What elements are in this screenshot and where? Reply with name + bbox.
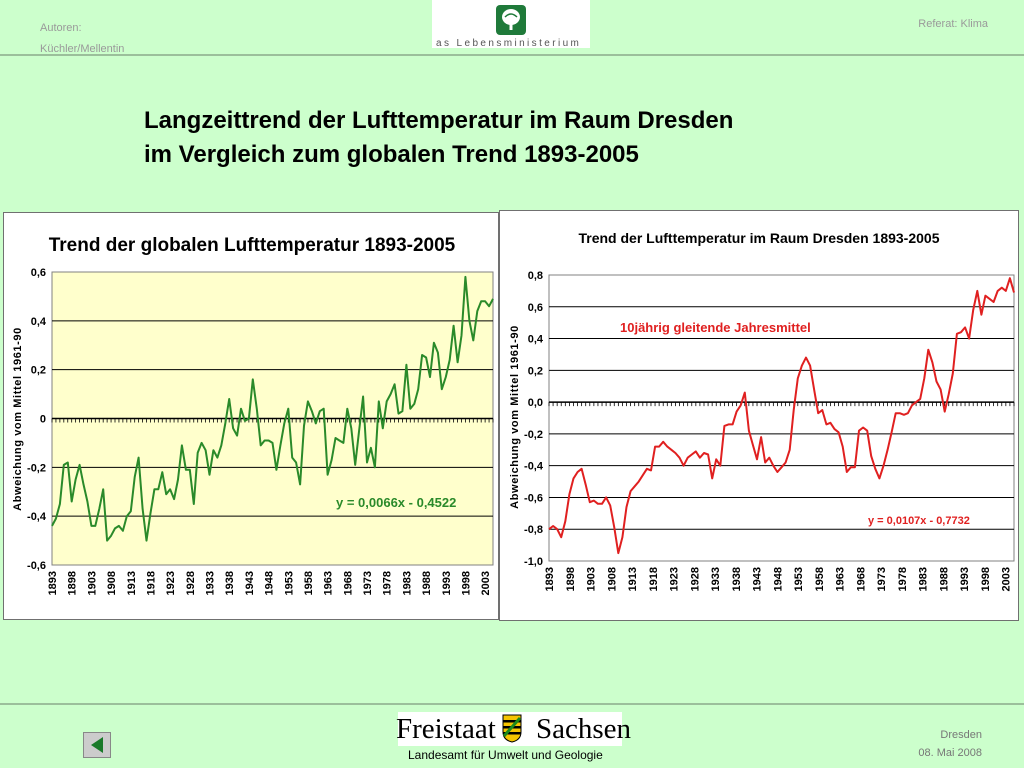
x-tick-label: 1903	[86, 571, 98, 595]
x-tick-label: 1958	[814, 567, 826, 591]
x-tick-label: 1913	[627, 567, 639, 591]
x-tick-label: 1918	[145, 571, 157, 595]
chart-title: Trend der globalen Lufttemperatur 1893-2…	[49, 235, 456, 256]
x-tick-label: 1983	[401, 571, 413, 595]
dresden-chart-panel: Trend der Lufttemperatur im Raum Dresden…	[499, 210, 1019, 621]
logo-text: as Lebensministerium	[436, 38, 582, 48]
title-line-2: im Vergleich zum globalen Trend 1893-200…	[144, 141, 639, 168]
x-tick-label: 1988	[421, 571, 433, 595]
global-temperature-chart: Trend der globalen Lufttemperatur 1893-2…	[12, 235, 494, 595]
x-tick-label: 1958	[303, 571, 315, 595]
footer-place-date: Dresden 08. Mai 2008	[918, 726, 982, 762]
x-tick-label: 1948	[264, 571, 276, 595]
y-tick-label: 0,2	[31, 365, 46, 377]
header-authors: Autoren: Küchler/Mellentin	[40, 18, 124, 60]
title-line-1: Langzeittrend der Lufttemperatur im Raum…	[144, 107, 734, 134]
slide-title: Langzeittrend der Lufttemperatur im Raum…	[144, 104, 733, 172]
x-tick-label: 1903	[586, 567, 598, 591]
y-axis-label: Abweichung vom Mittel 1961-90	[509, 325, 521, 509]
x-tick-label: 1923	[669, 567, 681, 591]
x-tick-label: 1978	[897, 567, 909, 591]
x-tick-label: 1928	[185, 571, 197, 595]
x-tick-label: 1948	[772, 567, 784, 591]
x-tick-label: 1963	[835, 567, 847, 591]
x-tick-label: 1893	[47, 571, 59, 595]
x-tick-label: 2003	[1001, 567, 1013, 591]
y-tick-label: 0,8	[528, 270, 543, 282]
x-tick-label: 1938	[224, 571, 236, 595]
x-tick-label: 1893	[544, 567, 556, 591]
y-tick-label: 0,2	[528, 365, 543, 377]
x-tick-label: 1993	[441, 571, 453, 595]
x-tick-label: 1913	[126, 571, 138, 595]
x-tick-label: 1918	[648, 567, 660, 591]
x-tick-label: 1953	[793, 567, 805, 591]
dresden-temperature-chart: Trend der Lufttemperatur im Raum Dresden…	[509, 230, 1015, 591]
authors-names: Küchler/Mellentin	[40, 43, 125, 55]
previous-slide-button[interactable]	[83, 732, 111, 758]
x-tick-label: 1898	[565, 567, 577, 591]
chart-title: Trend der Lufttemperatur im Raum Dresden…	[578, 230, 939, 246]
series-line	[548, 277, 1015, 555]
y-tick-label: -0,4	[524, 461, 544, 473]
x-tick-label: 1923	[165, 571, 177, 595]
series-label: 10jährig gleitende Jahresmittel	[620, 320, 811, 335]
x-tick-label: 1983	[918, 567, 930, 591]
x-tick-label: 1998	[980, 567, 992, 591]
x-tick-label: 1943	[244, 571, 256, 595]
footer-divider	[0, 703, 1024, 705]
x-tick-label: 1968	[855, 567, 867, 591]
x-tick-label: 1998	[460, 571, 472, 595]
x-tick-label: 1988	[938, 567, 950, 591]
footer-city: Dresden	[940, 729, 982, 741]
x-tick-label: 1938	[731, 567, 743, 591]
y-axis-label: Abweichung vom Mittel 1961-90	[12, 327, 24, 511]
trend-equation: y = 0,0066x - 0,4522	[336, 495, 456, 510]
y-tick-label: 0,4	[31, 316, 47, 328]
x-tick-label: 1953	[283, 571, 295, 595]
y-tick-label: 0,6	[528, 302, 543, 314]
logo-word-sachsen: Sachsen	[536, 713, 632, 745]
x-tick-label: 1908	[606, 567, 618, 591]
trend-equation: y = 0,0107x - 0,7732	[868, 515, 970, 527]
saxony-crest-icon	[502, 714, 522, 743]
y-tick-label: -0,2	[524, 429, 543, 441]
y-tick-label: -0,8	[524, 524, 543, 536]
x-tick-label: 1943	[752, 567, 764, 591]
logo-word-freistaat: Freistaat	[396, 713, 496, 745]
footer-agency: Landesamt für Umwelt und Geologie	[408, 748, 603, 762]
x-tick-label: 1963	[323, 571, 335, 595]
x-tick-label: 1968	[342, 571, 354, 595]
y-tick-label: -0,6	[27, 560, 46, 572]
y-tick-label: 0,6	[31, 267, 46, 279]
x-tick-label: 1973	[362, 571, 374, 595]
global-chart-panel: Trend der globalen Lufttemperatur 1893-2…	[3, 212, 499, 620]
x-tick-label: 1933	[710, 567, 722, 591]
x-tick-label: 1898	[67, 571, 79, 595]
y-tick-label: 0	[40, 414, 46, 426]
tree-icon	[496, 5, 526, 35]
y-tick-label: 0,4	[528, 334, 544, 346]
x-tick-label: 1908	[106, 571, 118, 595]
lebensministerium-logo: as Lebensministerium	[432, 0, 590, 48]
freistaat-sachsen-logo: Freistaat Sachsen	[396, 712, 631, 746]
x-tick-label: 1928	[689, 567, 701, 591]
y-tick-label: -0,2	[27, 462, 46, 474]
y-tick-label: -1,0	[524, 556, 543, 568]
authors-label: Autoren:	[40, 22, 82, 34]
x-tick-label: 2003	[480, 571, 492, 595]
y-tick-label: -0,6	[524, 492, 543, 504]
x-tick-label: 1993	[959, 567, 971, 591]
arrow-left-icon	[91, 737, 103, 753]
footer-date: 08. Mai 2008	[918, 747, 982, 759]
y-tick-label: 0,0	[528, 397, 543, 409]
x-tick-label: 1973	[876, 567, 888, 591]
header-divider	[0, 54, 1024, 56]
header-referat: Referat: Klima	[918, 18, 988, 30]
x-tick-label: 1978	[382, 571, 394, 595]
y-tick-label: -0,4	[27, 511, 47, 523]
series-line	[51, 275, 494, 542]
x-tick-label: 1933	[205, 571, 217, 595]
